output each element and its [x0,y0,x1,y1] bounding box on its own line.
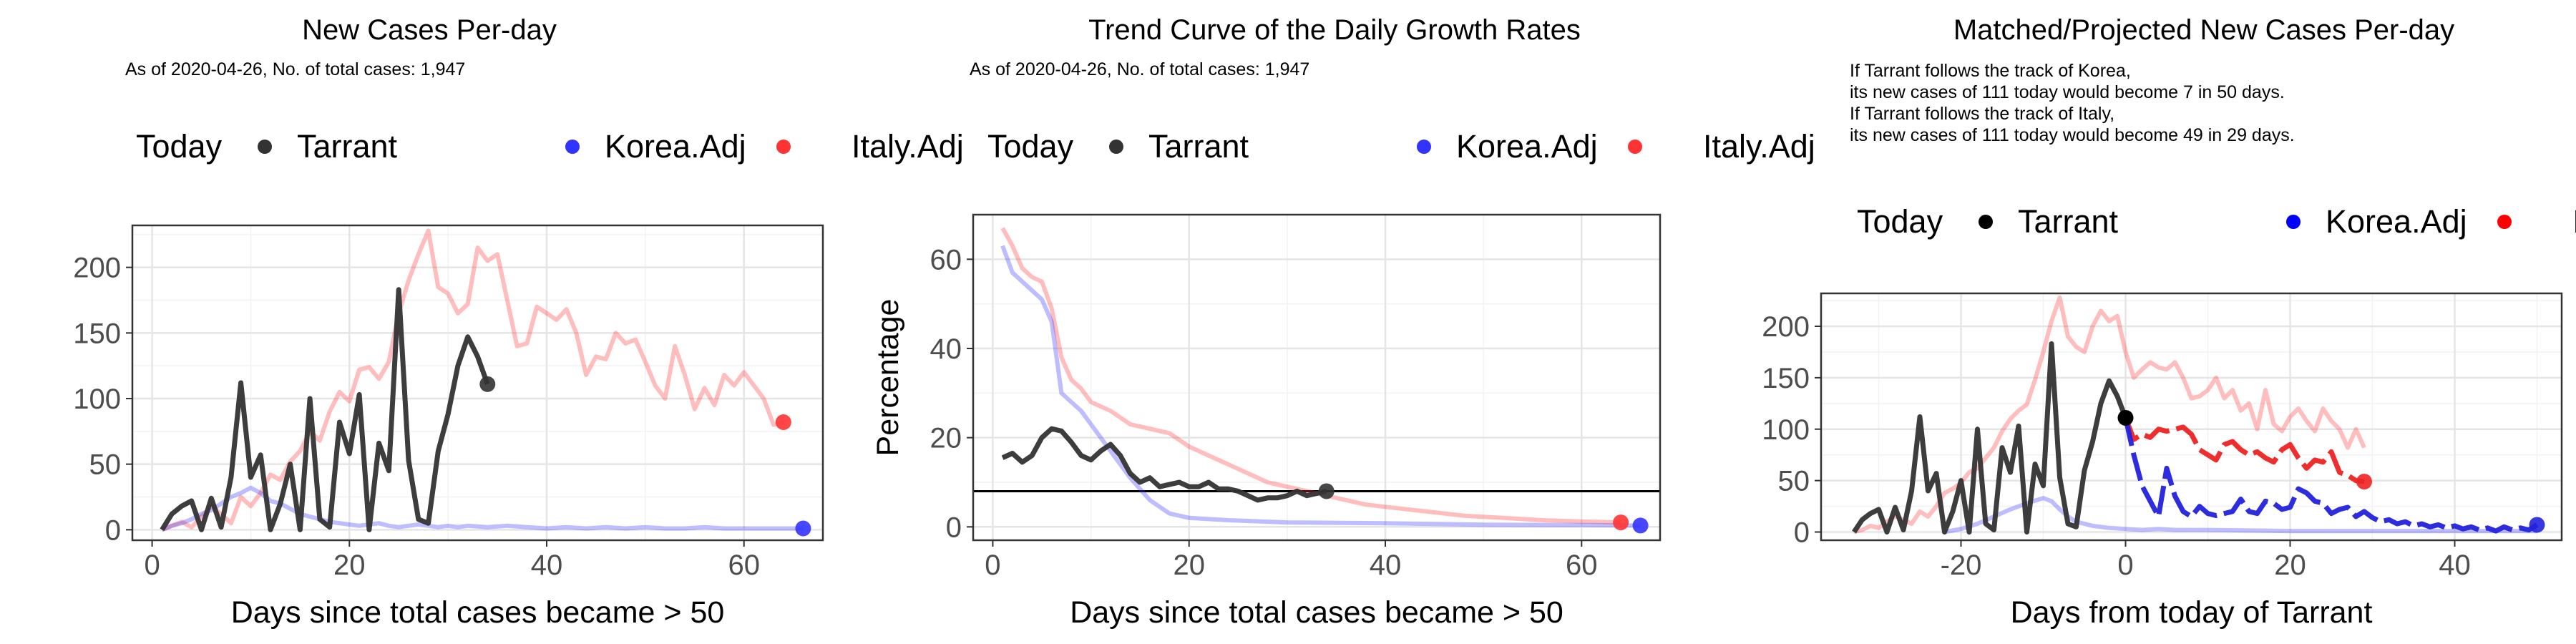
series-line-tarrant [1001,426,1327,503]
chart-subtitle: its new cases of 111 today would become … [1850,82,2285,102]
chart-panel-2: Trend Curve of the Daily Growth Rates As … [871,14,1815,630]
legend-marker [565,140,580,154]
y-tick-label: 150 [1762,363,1810,394]
legend-label: Korea.Adj [605,128,746,165]
x-tick-label: 0 [985,550,1000,581]
x-axis-label: Days since total cases became > 50 [1070,595,1563,630]
series-line-korea-adj-projection [2123,417,2539,534]
x-tick-label: 0 [2117,550,2133,581]
plot-frame [131,224,824,542]
x-tick-label: 40 [2439,550,2471,581]
y-tick-label: 40 [930,333,962,365]
legend-label: Korea.Adj [1456,128,1598,165]
plot-frame [1820,292,2563,542]
x-axis-label: Days from today of Tarrant [2011,595,2373,630]
series-line-italy-adj [1000,227,1621,525]
plot-frame [972,213,1662,542]
y-tick-label: 60 [930,244,962,275]
legend-title: Today [136,128,223,165]
series-end-marker [2356,474,2372,490]
chart-title: Trend Curve of the Daily Growth Rates [1088,14,1581,46]
y-tick-label: 0 [105,514,121,546]
chart-subtitle: If Tarrant follows the track of Korea, [1850,61,2131,81]
x-tick-label: 60 [1566,550,1598,581]
chart-title: New Cases Per-day [302,14,557,46]
legend-marker [1979,215,1993,229]
plot-area [973,215,1660,540]
series-end-marker [1632,517,1649,534]
x-tick-label: -20 [1941,550,1982,581]
legend-marker [258,140,272,154]
legend-label: Italy.Adj [2572,203,2576,240]
legend-marker [1628,140,1642,154]
legend-marker [1417,140,1431,154]
chart-panel-1: New Cases Per-day As of 2020-04-26, No. o… [73,14,963,630]
legend-label: Tarrant [2018,203,2119,240]
chart-subtitle: If Tarrant follows the track of Italy, [1850,104,2114,124]
y-tick-label: 100 [73,384,121,415]
legend: Today Tarrant Korea.Adj Italy.Adj [1857,203,2576,240]
y-axis-label: Percentage [871,299,905,457]
legend-label: Italy.Adj [852,128,964,165]
series-line-korea-adj-matched-history [1943,496,2537,535]
x-tick-label: 0 [144,550,160,581]
x-tick-label: 60 [728,550,760,581]
y-tick-label: 50 [1778,466,1810,497]
y-tick-label: 200 [73,253,121,284]
series-end-marker [2529,517,2545,533]
plot-area [1821,293,2562,540]
chart-title: Matched/Projected New Cases Per-day [1953,14,2454,46]
legend-label: Tarrant [1148,128,1249,165]
y-tick-label: 20 [930,423,962,454]
series-end-marker [1613,514,1629,531]
legend-marker [2497,215,2512,229]
y-tick-label: 200 [1762,311,1810,343]
series-line-italy-adj-projection [2123,416,2365,484]
series-line-tarrant [160,287,490,532]
series-line-korea-adj [1000,245,1641,528]
x-tick-label: 20 [2274,550,2306,581]
x-tick-label: 40 [531,550,563,581]
series-end-marker [1318,483,1335,499]
chart-subtitle: As of 2020-04-26, No. of total cases: 1,… [970,59,1309,79]
legend-title: Today [987,128,1074,165]
chart-subtitle: its new cases of 111 today would become … [1850,125,2295,145]
series-line-tarrant [1852,341,2128,535]
y-tick-label: 150 [73,318,121,349]
x-tick-label: 40 [1370,550,1402,581]
today-marker [2117,409,2134,426]
x-tick-label: 20 [1173,550,1205,581]
legend-label: Korea.Adj [2326,203,2467,240]
y-tick-label: 0 [946,512,962,543]
series-end-marker [775,414,791,430]
legend-marker [776,140,791,154]
legend-marker [1109,140,1123,154]
y-tick-label: 100 [1762,414,1810,446]
plot-area [132,225,823,540]
legend-label: Italy.Adj [1703,128,1815,165]
y-tick-label: 0 [1794,517,1810,549]
chart-subtitle: As of 2020-04-26, No. of total cases: 1,… [125,59,465,79]
legend-title: Today [1857,203,1943,240]
legend: Today Tarrant Korea.Adj Italy.Adj [987,128,1815,165]
y-tick-label: 50 [89,449,122,481]
x-axis-label: Days since total cases became > 50 [231,595,725,630]
x-tick-label: 20 [333,550,366,581]
chart-panel-3: Matched/Projected New Cases Per-day If Ta… [1762,14,2576,630]
legend-marker [2286,215,2301,229]
legend-label: Tarrant [297,128,398,165]
legend: Today Tarrant Korea.Adj Italy.Adj [136,128,964,165]
series-end-marker [795,520,811,537]
series-line-korea-adj [161,485,804,532]
series-end-marker [479,376,496,392]
